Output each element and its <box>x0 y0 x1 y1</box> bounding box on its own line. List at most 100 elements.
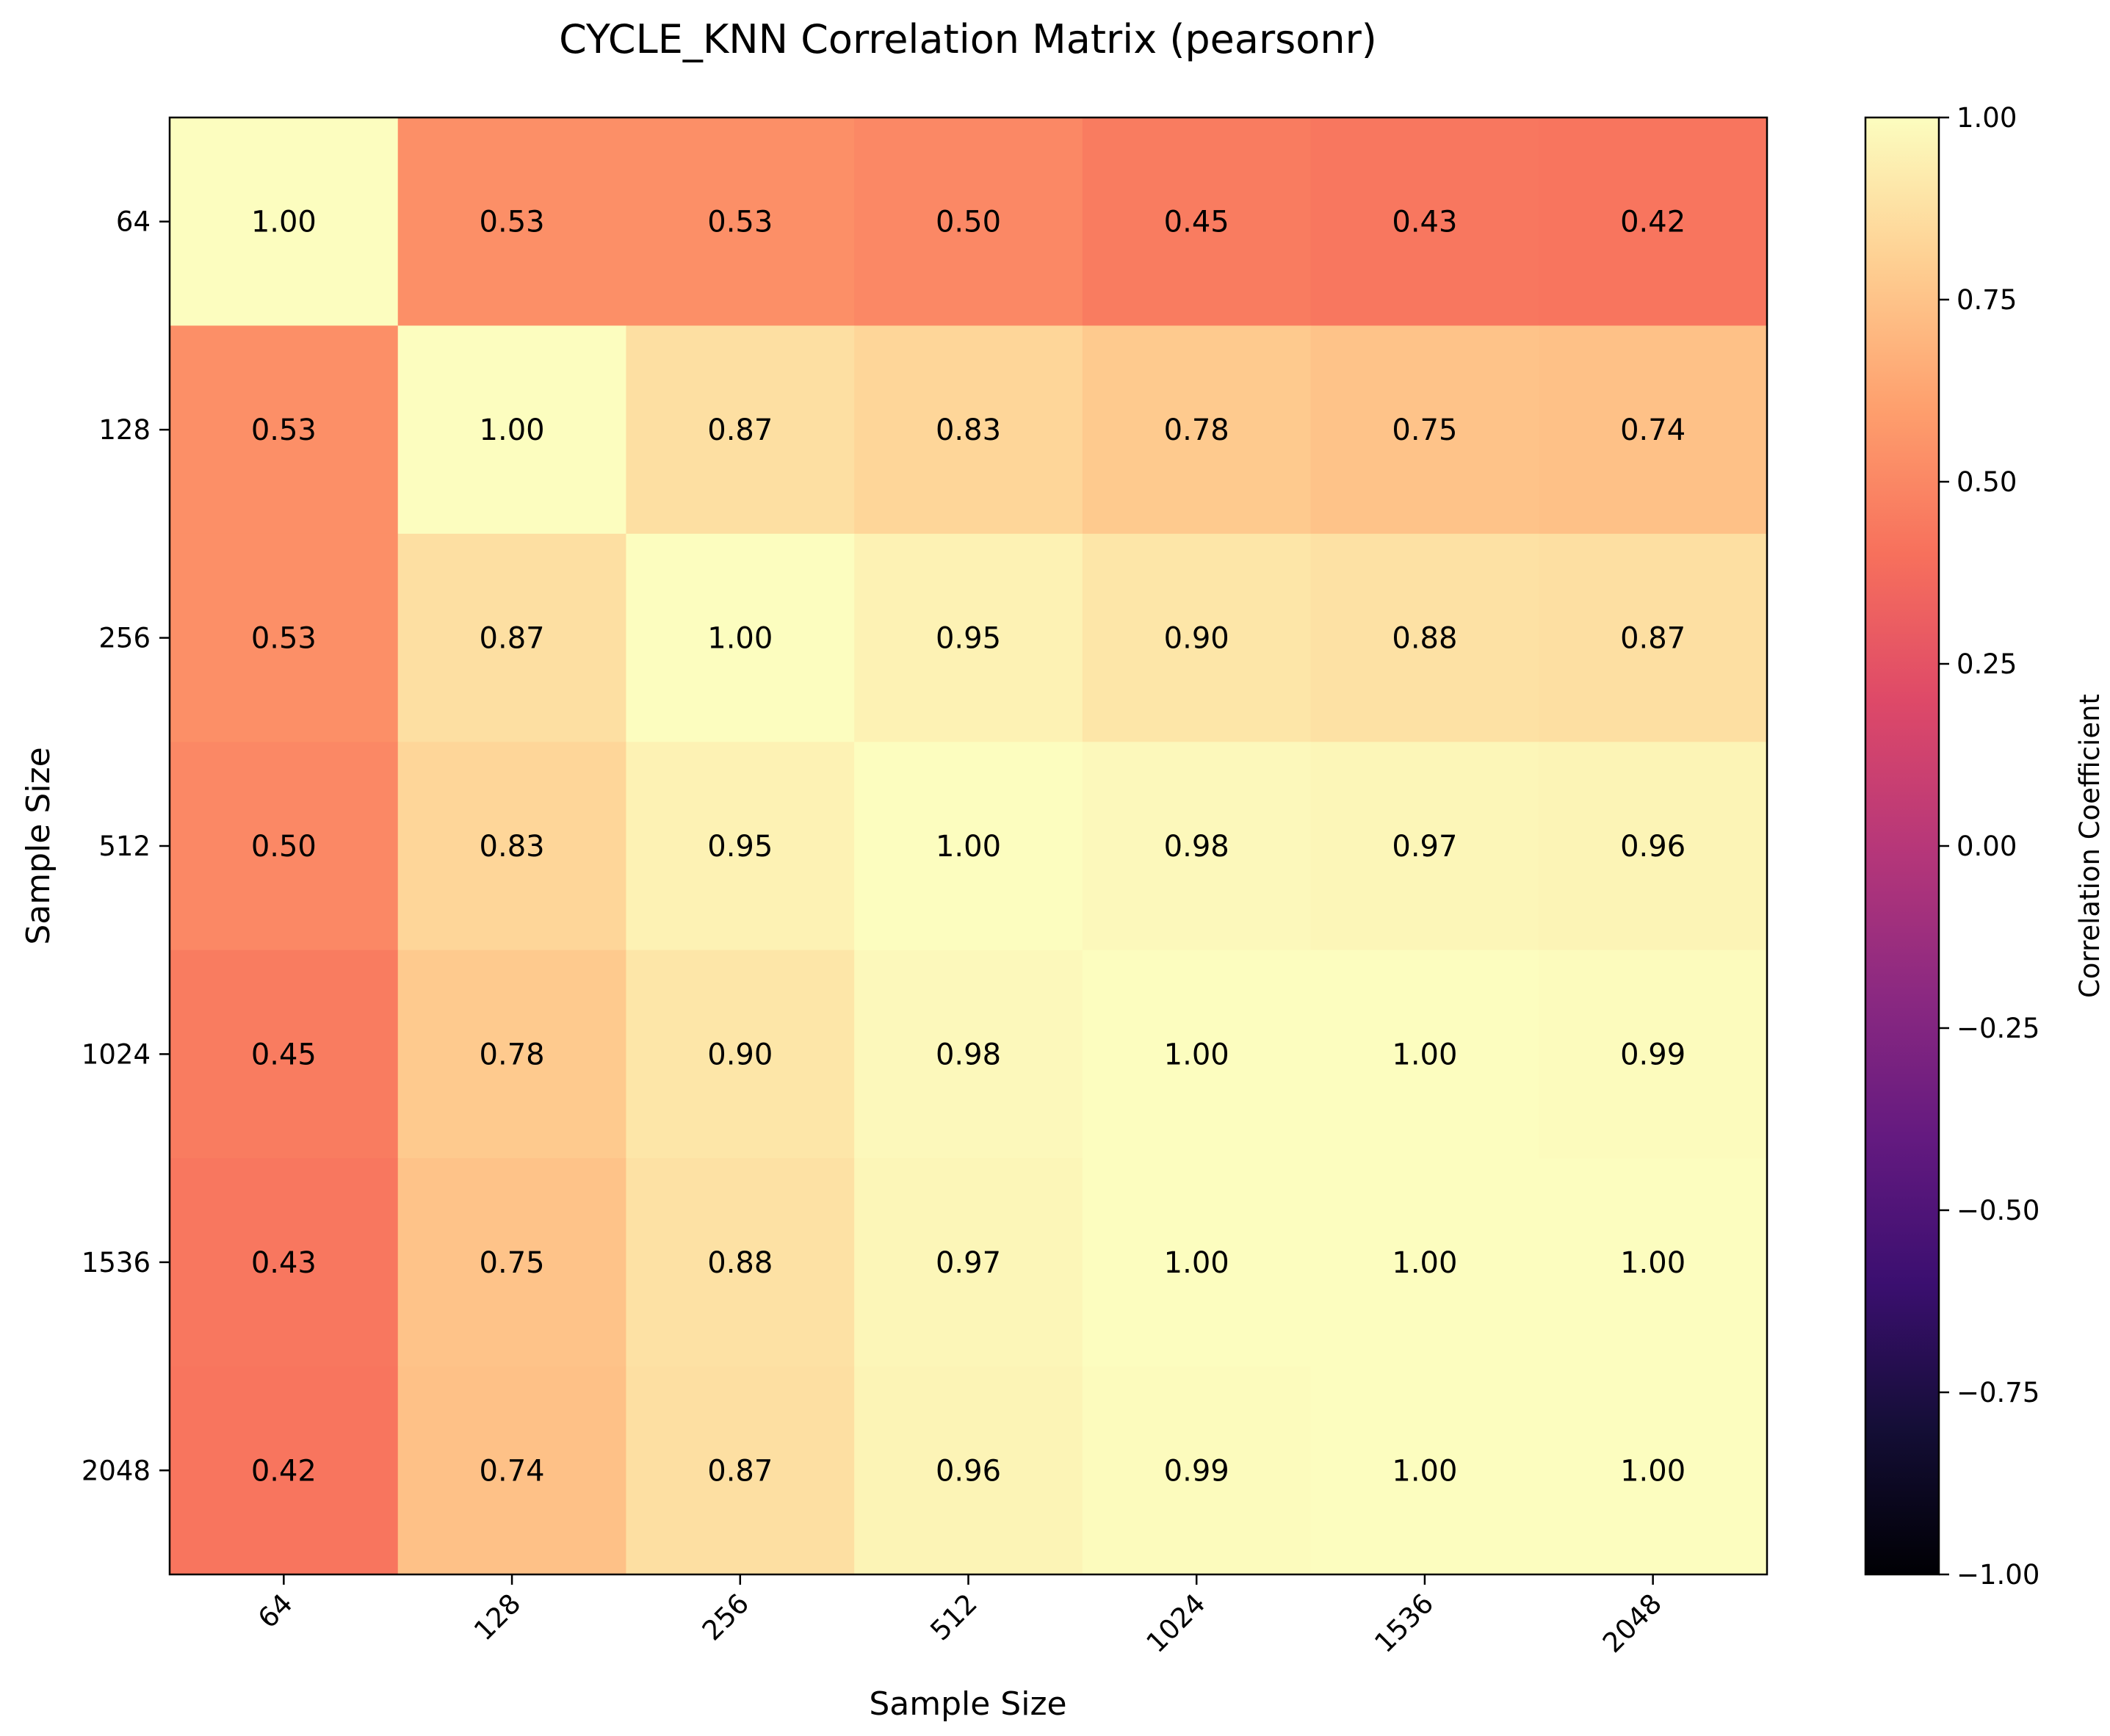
heatmap-cell <box>397 950 627 1159</box>
x-tick-label: 256 <box>696 1588 755 1646</box>
cell-value-label: 0.87 <box>1620 622 1686 656</box>
cell-value-label: 0.50 <box>251 830 317 864</box>
cell-value-labels: 1.00 0.53 0.53 0.50 0.45 0.43 0.42 0.53 1.00 0.87… <box>251 206 1686 1489</box>
heatmap-cell <box>626 742 855 951</box>
cell-value-label: 0.74 <box>480 1454 545 1488</box>
cell-value-label: 1.00 <box>1620 1454 1686 1488</box>
y-tick-label: 2048 <box>82 1455 151 1486</box>
cell-value-label: 0.90 <box>707 1038 773 1071</box>
cell-value-label: 0.87 <box>707 1454 773 1488</box>
cell-value-label: 1.00 <box>1620 1246 1686 1280</box>
colorbar-tick-label: 1.00 <box>1957 102 2017 134</box>
cell-value-label: 0.83 <box>480 830 545 864</box>
y-tick-label: 256 <box>98 623 151 654</box>
cell-value-label: 0.88 <box>1392 622 1457 656</box>
cell-value-label: 0.50 <box>936 206 1001 239</box>
colorbar-tick-label: 0.25 <box>1957 648 2017 680</box>
heatmap-cell <box>1539 1158 1768 1367</box>
y-tick-label: 512 <box>98 831 151 862</box>
y-axis-ticks: 64 128 256 512 1024 1536 2048 <box>82 206 170 1486</box>
heatmap-cell <box>854 742 1083 951</box>
cell-value-label: 0.43 <box>251 1246 317 1280</box>
heatmap-cell <box>626 1158 855 1367</box>
cell-value-label: 0.53 <box>480 206 545 239</box>
heatmap-cell <box>170 1366 399 1575</box>
cell-value-label: 0.95 <box>936 622 1001 656</box>
x-tick-label: 2048 <box>1597 1588 1668 1659</box>
cell-value-label: 1.00 <box>1164 1038 1229 1071</box>
cell-value-label: 0.78 <box>1164 413 1229 447</box>
heatmap-cell <box>1310 1366 1539 1575</box>
heatmap-cell <box>397 742 627 951</box>
cell-value-label: 0.45 <box>251 1038 317 1071</box>
heatmap-cell <box>1310 325 1539 535</box>
heatmap-cell <box>1310 950 1539 1159</box>
heatmap-cell <box>170 117 399 327</box>
heatmap-cell <box>397 1158 627 1367</box>
cell-value-label: 0.97 <box>936 1246 1001 1280</box>
cell-value-label: 1.00 <box>707 622 773 656</box>
colorbar <box>1864 116 1940 1576</box>
cell-value-label: 1.00 <box>1392 1246 1457 1280</box>
cell-value-label: 1.00 <box>1392 1454 1457 1488</box>
heatmap-cell <box>854 1158 1083 1367</box>
x-axis-label: Sample Size <box>869 1685 1066 1723</box>
cell-value-label: 0.42 <box>251 1454 317 1488</box>
cell-value-label: 0.87 <box>480 622 545 656</box>
cell-value-label: 1.00 <box>1164 1246 1229 1280</box>
heatmap-cell <box>626 117 855 327</box>
heatmap-cell <box>626 533 855 742</box>
x-axis-ticks: 64 128 256 512 1024 1536 2048 <box>252 1574 1668 1659</box>
y-tick-label: 1024 <box>82 1038 151 1070</box>
heatmap-cell <box>1539 742 1768 951</box>
heatmap-cell <box>854 950 1083 1159</box>
y-tick-label: 128 <box>98 414 151 446</box>
heatmap-cell <box>1082 950 1312 1159</box>
heatmap-cell <box>1082 533 1312 742</box>
heatmap-cell <box>1082 742 1312 951</box>
cell-value-label: 0.88 <box>707 1246 773 1280</box>
colorbar-tick-label: −1.00 <box>1957 1559 2039 1591</box>
heatmap-cell <box>1310 1158 1539 1367</box>
heatmap-cell <box>854 325 1083 535</box>
cell-value-label: 0.78 <box>480 1038 545 1071</box>
x-tick-label: 128 <box>468 1588 527 1646</box>
x-tick-label: 64 <box>252 1588 299 1635</box>
colorbar-tick-label: −0.75 <box>1957 1377 2039 1408</box>
y-axis-label: Sample Size <box>20 747 57 944</box>
cell-value-label: 0.75 <box>1392 413 1457 447</box>
heatmap-cell <box>170 950 399 1159</box>
heatmap-cell <box>170 1158 399 1367</box>
heatmap-cells <box>170 117 1768 1575</box>
cell-value-label: 0.53 <box>251 413 317 447</box>
cell-value-label: 0.74 <box>1620 413 1686 447</box>
heatmap-cell <box>854 533 1083 742</box>
chart-title: CYCLE_KNN Correlation Matrix (pearsonr) <box>559 16 1377 62</box>
cell-value-label: 0.75 <box>480 1246 545 1280</box>
heatmap-cell <box>1310 117 1539 327</box>
heatmap-cell <box>1539 117 1768 327</box>
heatmap-cell <box>1082 1366 1312 1575</box>
cell-value-label: 0.98 <box>936 1038 1001 1071</box>
cell-value-label: 0.45 <box>1164 206 1229 239</box>
heatmap-cell <box>397 1366 627 1575</box>
heatmap-cell <box>626 950 855 1159</box>
heatmap-cell <box>397 533 627 742</box>
heatmap-cell <box>626 1366 855 1575</box>
heatmap-cell <box>1539 1366 1768 1575</box>
heatmap-cell <box>1082 117 1312 327</box>
heatmap-cell <box>626 325 855 535</box>
cell-value-label: 0.99 <box>1620 1038 1686 1071</box>
cell-value-label: 0.83 <box>936 413 1001 447</box>
y-tick-label: 64 <box>116 206 151 238</box>
cell-value-label: 0.96 <box>1620 830 1686 864</box>
cell-value-label: 0.43 <box>1392 206 1457 239</box>
cell-value-label: 1.00 <box>936 830 1001 864</box>
cell-value-label: 0.90 <box>1164 622 1229 656</box>
cell-value-label: 1.00 <box>480 413 545 447</box>
x-tick-label: 1024 <box>1141 1588 1212 1659</box>
cell-value-label: 1.00 <box>251 206 317 239</box>
heatmap-cell <box>1539 325 1768 535</box>
heatmap-cell <box>397 325 627 535</box>
